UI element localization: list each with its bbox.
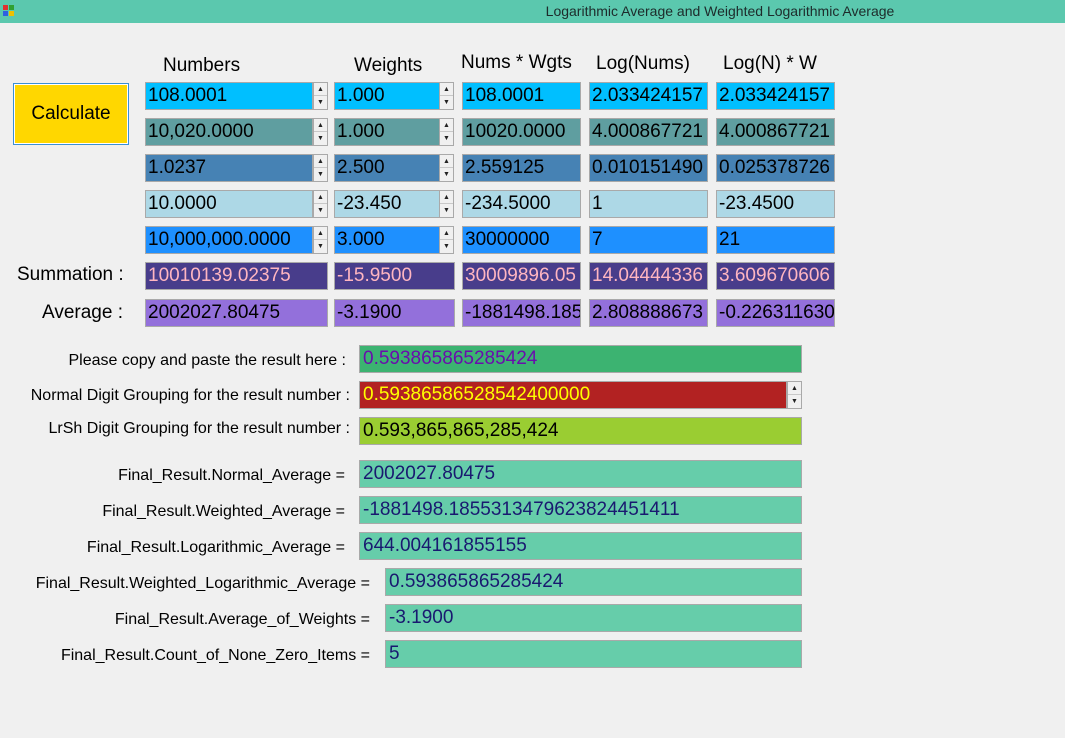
spin-down-icon[interactable]: ▼ [317,171,324,178]
header-nums-wgts: Nums * Wgts [461,52,572,73]
number-input-row-2[interactable]: 10,020.0000 [145,118,313,146]
title-bar: Logarithmic Average and Weighted Logarit… [0,0,1065,23]
spin-down-icon[interactable]: ▼ [443,171,450,178]
summation-label: Summation : [17,264,124,285]
nums-wgts-field-row-3[interactable]: 2.559125 [462,154,581,182]
normal-grouping-label: Normal Digit Grouping for the result num… [30,387,350,404]
spin-up-icon[interactable]: ▲ [314,119,327,132]
number-input-spinner-row-4[interactable]: ▲ ▼ [313,190,328,218]
spin-down-icon[interactable]: ▼ [791,398,798,405]
weight-input-spinner-row-4[interactable]: ▲ ▼ [439,190,454,218]
number-input-row-4[interactable]: 10.0000 [145,190,313,218]
copy-result-label: Please copy and paste the result here : [68,352,346,369]
nums-wgts-field-row-5[interactable]: 30000000 [462,226,581,254]
app-icon [3,5,15,17]
average-nums-wgts-field[interactable]: -1881498.185 [462,299,581,327]
spin-up-icon[interactable]: ▲ [788,382,801,395]
number-input-row-3[interactable]: 1.0237 [145,154,313,182]
spin-up-icon[interactable]: ▲ [440,155,453,168]
spin-down-icon[interactable]: ▼ [317,99,324,106]
weighted-log-average-label: Final_Result.Weighted_Logarithmic_Averag… [35,575,370,592]
weighted-average-label: Final_Result.Weighted_Average = [102,503,345,520]
nums-wgts-field-row-4[interactable]: -234.5000 [462,190,581,218]
log-nums-field-row-2[interactable]: 4.000867721 [589,118,708,146]
average-weight-field[interactable]: -3.1900 [334,299,455,327]
normal-average-field[interactable]: 2002027.80475 [359,460,802,488]
average-number-field[interactable]: 2002027.80475 [145,299,328,327]
summation-log-nums-field[interactable]: 14.04444336 [589,262,708,290]
logarithmic-average-label: Final_Result.Logarithmic_Average = [86,539,345,556]
spin-up-icon[interactable]: ▲ [314,227,327,240]
normal-grouping-field[interactable]: 0.59386586528542400000 [359,381,787,409]
spin-down-icon[interactable]: ▼ [317,207,324,214]
header-log-w: Log(N) * W [723,53,817,74]
copy-result-field[interactable]: 0.593865865285424 [359,345,802,373]
weight-input-row-3[interactable]: 2.500 [334,154,440,182]
spin-down-icon[interactable]: ▼ [443,243,450,250]
weight-input-row-1[interactable]: 1.000 [334,82,440,110]
average-label: Average : [42,302,123,323]
weight-input-spinner-row-5[interactable]: ▲ ▼ [439,226,454,254]
logarithmic-average-field[interactable]: 644.004161855155 [359,532,802,560]
average-log-w-field[interactable]: -0.226311630 [716,299,835,327]
window-title: Logarithmic Average and Weighted Logarit… [545,3,895,19]
spin-up-icon[interactable]: ▲ [440,191,453,204]
count-nonzero-label: Final_Result.Count_of_None_Zero_Items = [60,647,370,664]
summation-nums-wgts-field[interactable]: 30009896.05 [462,262,581,290]
weighted-log-average-field[interactable]: 0.593865865285424 [385,568,802,596]
spin-down-icon[interactable]: ▼ [443,99,450,106]
weight-input-spinner-row-2[interactable]: ▲ ▼ [439,118,454,146]
log-nums-field-row-4[interactable]: 1 [589,190,708,218]
log-nums-field-row-3[interactable]: 0.010151490 [589,154,708,182]
number-input-row-5[interactable]: 10,000,000.0000 [145,226,313,254]
header-numbers: Numbers [163,55,241,76]
count-nonzero-field[interactable]: 5 [385,640,802,668]
weighted-average-field[interactable]: -1881498.1855313479623824451411 [359,496,802,524]
spin-up-icon[interactable]: ▲ [314,155,327,168]
nums-wgts-field-row-2[interactable]: 10020.0000 [462,118,581,146]
number-input-spinner-row-3[interactable]: ▲ ▼ [313,154,328,182]
log-nums-field-row-5[interactable]: 7 [589,226,708,254]
weight-input-spinner-row-3[interactable]: ▲ ▼ [439,154,454,182]
log-w-field-row-1[interactable]: 2.033424157 [716,82,835,110]
number-input-spinner-row-5[interactable]: ▲ ▼ [313,226,328,254]
lrsh-grouping-field[interactable]: 0.593,865,865,285,424 [359,417,802,445]
weight-input-row-5[interactable]: 3.000 [334,226,440,254]
spin-up-icon[interactable]: ▲ [314,191,327,204]
header-weights: Weights [354,55,423,76]
weight-input-row-2[interactable]: 1.000 [334,118,440,146]
average-log-nums-field[interactable]: 2.808888673 [589,299,708,327]
number-input-row-1[interactable]: 108.0001 [145,82,313,110]
log-w-field-row-5[interactable]: 21 [716,226,835,254]
calculate-button[interactable]: Calculate [13,83,129,145]
number-input-spinner-row-2[interactable]: ▲ ▼ [313,118,328,146]
lrsh-grouping-label: LrSh Digit Grouping for the result numbe… [48,420,350,437]
header-log-nums: Log(Nums) [596,53,690,74]
average-of-weights-field[interactable]: -3.1900 [385,604,802,632]
number-input-spinner-row-1[interactable]: ▲ ▼ [313,82,328,110]
weight-input-spinner-row-1[interactable]: ▲ ▼ [439,82,454,110]
summation-log-w-field[interactable]: 3.609670606 [716,262,835,290]
spin-up-icon[interactable]: ▲ [440,227,453,240]
spin-up-icon[interactable]: ▲ [440,119,453,132]
normal-grouping-spinner[interactable]: ▲ ▼ [787,381,802,409]
normal-average-label: Final_Result.Normal_Average = [118,467,345,484]
spin-up-icon[interactable]: ▲ [314,83,327,96]
spin-up-icon[interactable]: ▲ [440,83,453,96]
log-w-field-row-3[interactable]: 0.025378726 [716,154,835,182]
spin-down-icon[interactable]: ▼ [317,243,324,250]
log-w-field-row-2[interactable]: 4.000867721 [716,118,835,146]
nums-wgts-field-row-1[interactable]: 108.0001 [462,82,581,110]
spin-down-icon[interactable]: ▼ [443,207,450,214]
log-nums-field-row-1[interactable]: 2.033424157 [589,82,708,110]
summation-weight-field[interactable]: -15.9500 [334,262,455,290]
spin-down-icon[interactable]: ▼ [443,135,450,142]
weight-input-row-4[interactable]: -23.450 [334,190,440,218]
log-w-field-row-4[interactable]: -23.4500 [716,190,835,218]
average-of-weights-label: Final_Result.Average_of_Weights = [114,611,370,628]
summation-number-field[interactable]: 10010139.02375 [145,262,328,290]
spin-down-icon[interactable]: ▼ [317,135,324,142]
